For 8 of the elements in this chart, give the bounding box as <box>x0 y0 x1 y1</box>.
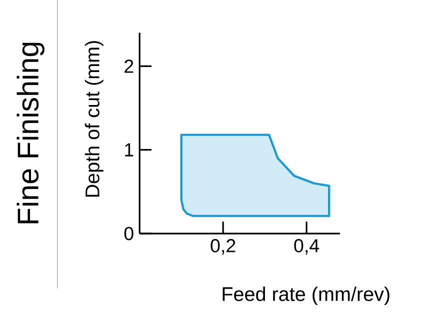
x-axis-title: Feed rate (mm/rev) <box>222 286 390 306</box>
y-tick-label: 0 <box>124 226 134 240</box>
x-tick-label: 0,4 <box>294 239 320 255</box>
y-tick-label: 1 <box>125 143 134 156</box>
text: Fine Finishing <box>16 42 44 224</box>
y-axis-title: Depth of cut (mm) <box>84 41 104 197</box>
y-tick-label: 2 <box>124 60 134 73</box>
x-tick-label: 0,2 <box>210 239 236 255</box>
